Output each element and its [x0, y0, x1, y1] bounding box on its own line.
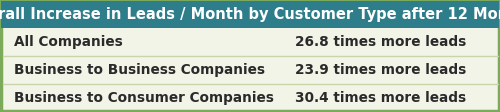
Text: All Companies: All Companies [14, 35, 123, 49]
Text: 26.8 times more leads: 26.8 times more leads [295, 35, 466, 49]
Text: Overall Increase in Leads / Month by Customer Type after 12 Months: Overall Increase in Leads / Month by Cus… [0, 6, 500, 22]
Text: 30.4 times more leads: 30.4 times more leads [295, 91, 466, 105]
Text: Business to Consumer Companies: Business to Consumer Companies [14, 91, 274, 105]
Text: 23.9 times more leads: 23.9 times more leads [295, 63, 466, 77]
Text: Business to Business Companies: Business to Business Companies [14, 63, 265, 77]
Bar [1, 1, 499, 28]
